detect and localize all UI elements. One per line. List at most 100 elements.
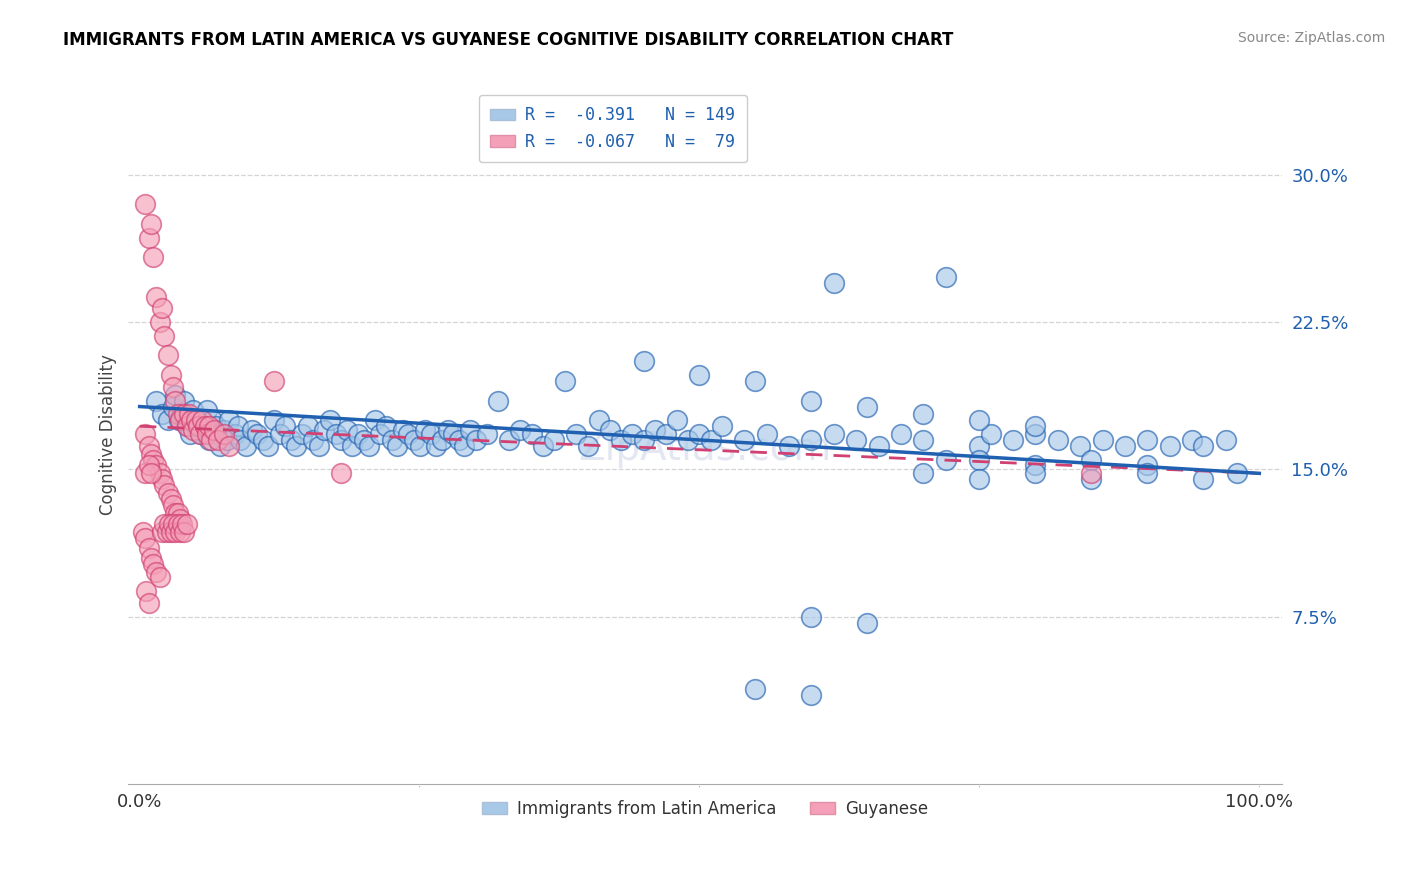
Point bbox=[1024, 458, 1046, 473]
Point bbox=[308, 439, 330, 453]
Point bbox=[195, 427, 218, 442]
Point bbox=[212, 423, 235, 437]
Point bbox=[402, 433, 425, 447]
Point bbox=[145, 289, 167, 303]
Point bbox=[269, 427, 291, 442]
Point bbox=[176, 419, 198, 434]
Point bbox=[1226, 467, 1249, 481]
Point bbox=[565, 427, 588, 442]
Point bbox=[165, 388, 187, 402]
Point bbox=[153, 517, 176, 532]
Point bbox=[633, 433, 655, 447]
Point bbox=[166, 506, 188, 520]
Point bbox=[150, 472, 173, 486]
Point bbox=[150, 525, 173, 540]
Point bbox=[800, 393, 823, 408]
Text: Source: ZipAtlas.com: Source: ZipAtlas.com bbox=[1237, 31, 1385, 45]
Point bbox=[1024, 419, 1046, 434]
Point bbox=[157, 517, 180, 532]
Point bbox=[396, 427, 419, 442]
Point bbox=[173, 408, 195, 422]
Legend: Immigrants from Latin America, Guyanese: Immigrants from Latin America, Guyanese bbox=[475, 793, 935, 824]
Point bbox=[689, 368, 711, 383]
Point bbox=[138, 439, 160, 453]
Point bbox=[464, 433, 486, 447]
Point bbox=[162, 517, 184, 532]
Point bbox=[655, 427, 678, 442]
Point bbox=[149, 570, 172, 584]
Point bbox=[187, 413, 209, 427]
Point bbox=[184, 419, 207, 434]
Point bbox=[166, 408, 188, 422]
Point bbox=[212, 427, 235, 442]
Point bbox=[172, 408, 194, 422]
Point bbox=[475, 427, 498, 442]
Point bbox=[280, 433, 302, 447]
Point bbox=[179, 427, 201, 442]
Point bbox=[190, 427, 212, 442]
Point bbox=[391, 423, 413, 437]
Point bbox=[1192, 439, 1215, 453]
Point bbox=[138, 458, 160, 473]
Point bbox=[1080, 467, 1102, 481]
Point bbox=[188, 427, 211, 442]
Point bbox=[142, 250, 165, 264]
Point bbox=[1024, 427, 1046, 442]
Point bbox=[218, 439, 240, 453]
Point bbox=[588, 413, 610, 427]
Point bbox=[710, 419, 733, 434]
Point bbox=[436, 423, 458, 437]
Point bbox=[486, 393, 509, 408]
Point bbox=[408, 439, 430, 453]
Point bbox=[150, 301, 173, 316]
Point bbox=[375, 419, 398, 434]
Point bbox=[1192, 472, 1215, 486]
Point bbox=[207, 427, 229, 442]
Point bbox=[1046, 433, 1069, 447]
Point bbox=[856, 615, 879, 630]
Point bbox=[165, 525, 187, 540]
Point bbox=[330, 433, 353, 447]
Point bbox=[969, 439, 991, 453]
Point bbox=[173, 393, 195, 408]
Point bbox=[1136, 433, 1159, 447]
Point bbox=[263, 413, 285, 427]
Point bbox=[166, 517, 188, 532]
Point bbox=[156, 349, 179, 363]
Point bbox=[935, 452, 957, 467]
Point bbox=[145, 393, 167, 408]
Point bbox=[149, 315, 172, 329]
Point bbox=[194, 419, 217, 434]
Point bbox=[554, 374, 576, 388]
Point bbox=[160, 525, 183, 540]
Point bbox=[509, 423, 531, 437]
Point bbox=[172, 517, 194, 532]
Point bbox=[274, 419, 297, 434]
Point bbox=[187, 419, 209, 434]
Point bbox=[215, 433, 238, 447]
Point bbox=[173, 525, 195, 540]
Point bbox=[599, 423, 621, 437]
Point bbox=[666, 413, 689, 427]
Point bbox=[1181, 433, 1204, 447]
Point bbox=[191, 413, 214, 427]
Point bbox=[969, 452, 991, 467]
Point bbox=[610, 433, 633, 447]
Point bbox=[138, 596, 160, 610]
Point bbox=[800, 609, 823, 624]
Point bbox=[868, 439, 890, 453]
Point bbox=[699, 433, 721, 447]
Point bbox=[156, 413, 179, 427]
Point bbox=[235, 439, 257, 453]
Point bbox=[823, 276, 845, 290]
Point bbox=[576, 439, 599, 453]
Point bbox=[419, 427, 441, 442]
Text: IMMIGRANTS FROM LATIN AMERICA VS GUYANESE COGNITIVE DISABILITY CORRELATION CHART: IMMIGRANTS FROM LATIN AMERICA VS GUYANES… bbox=[63, 31, 953, 49]
Point bbox=[145, 458, 167, 473]
Point bbox=[138, 230, 160, 244]
Point bbox=[167, 413, 190, 427]
Point bbox=[207, 433, 229, 447]
Point bbox=[733, 433, 755, 447]
Point bbox=[441, 427, 464, 442]
Point bbox=[204, 419, 226, 434]
